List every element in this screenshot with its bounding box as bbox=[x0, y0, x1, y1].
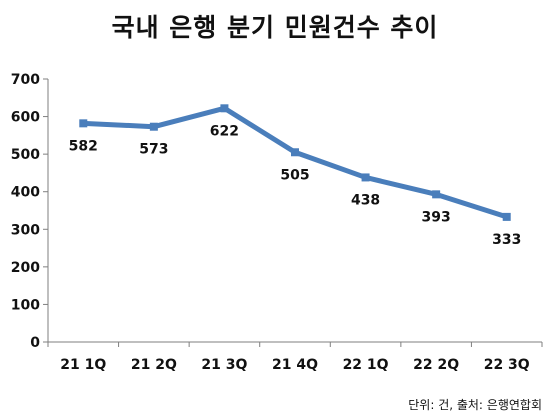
y-tick-label: 0 bbox=[30, 335, 40, 351]
x-tick-label: 21 3Q bbox=[201, 357, 247, 373]
y-tick-label: 700 bbox=[11, 72, 40, 88]
data-point bbox=[220, 104, 229, 113]
data-point bbox=[149, 122, 158, 131]
x-tick-label: 22 3Q bbox=[484, 357, 530, 373]
y-tick-label: 500 bbox=[11, 147, 40, 163]
source-note: 단위: 건, 출처: 은행연합회 bbox=[408, 398, 542, 412]
axes bbox=[47, 79, 542, 343]
data-label: 622 bbox=[210, 123, 239, 139]
data-label: 438 bbox=[351, 192, 380, 208]
data-label: 393 bbox=[422, 209, 451, 225]
data-point bbox=[432, 190, 441, 199]
x-tick-label: 22 1Q bbox=[343, 357, 389, 373]
y-tick-label: 200 bbox=[11, 260, 40, 276]
data-label: 333 bbox=[492, 232, 521, 248]
x-axis-ticks: 21 1Q 21 2Q 21 3Q 21 4Q 22 1Q 22 2Q 22 3Q bbox=[47, 342, 543, 373]
series-line bbox=[80, 105, 510, 220]
x-tick-label: 22 2Q bbox=[413, 357, 459, 373]
data-point bbox=[502, 212, 511, 221]
x-tick-label: 21 4Q bbox=[272, 357, 318, 373]
data-label: 582 bbox=[69, 138, 98, 154]
chart-title: 국내 은행 분기 민원건수 추이 bbox=[111, 13, 439, 42]
data-label: 505 bbox=[280, 167, 309, 183]
data-point bbox=[291, 148, 299, 157]
y-tick-label: 100 bbox=[11, 297, 40, 313]
y-tick-label: 300 bbox=[11, 222, 40, 238]
y-tick-label: 400 bbox=[11, 185, 40, 201]
data-point bbox=[79, 119, 88, 128]
data-label: 573 bbox=[139, 142, 168, 158]
y-axis-ticks: 0 100 200 300 400 500 600 700 bbox=[11, 72, 48, 351]
x-tick-label: 21 2Q bbox=[131, 357, 177, 373]
y-tick-label: 600 bbox=[11, 110, 40, 126]
x-tick-label: 21 1Q bbox=[60, 357, 106, 373]
series bbox=[79, 104, 511, 221]
data-point bbox=[361, 173, 370, 182]
data-labels: 582 573 622 505 438 393 333 bbox=[69, 123, 522, 248]
